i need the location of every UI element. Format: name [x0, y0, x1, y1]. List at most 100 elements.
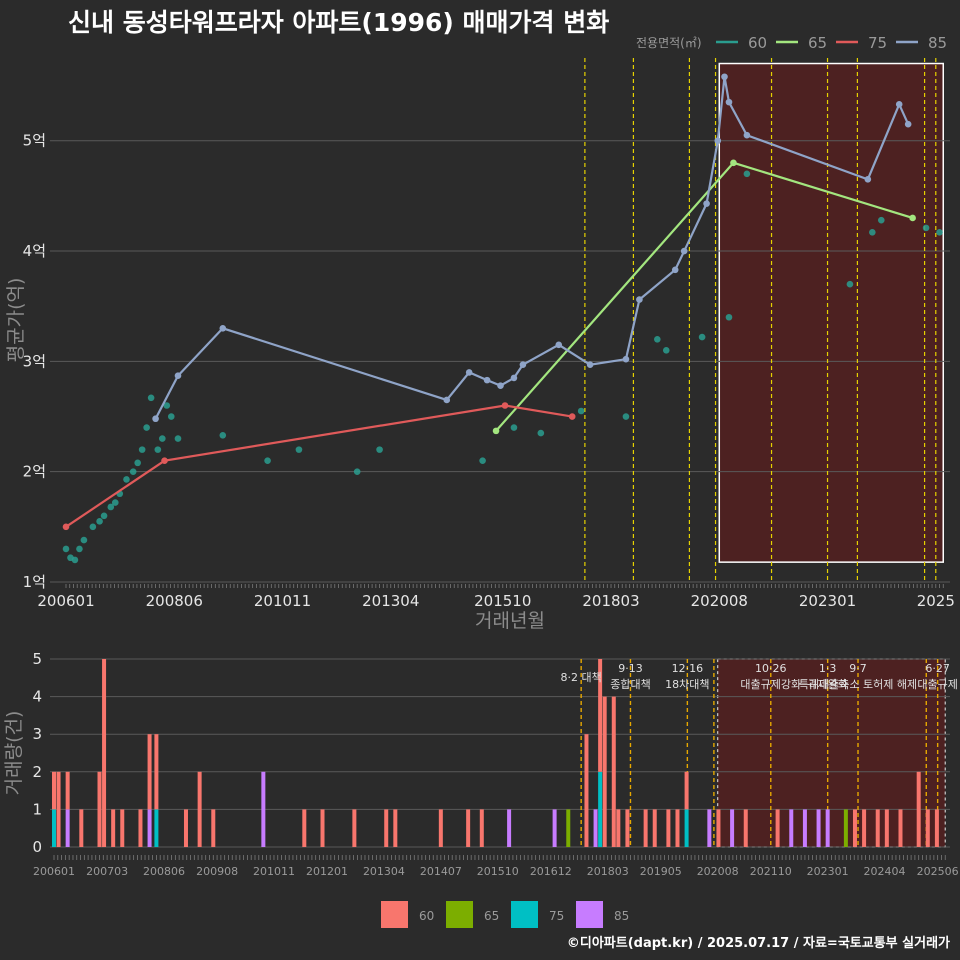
policy-annotation: 규제완화	[807, 678, 847, 691]
x-tick-label: 200601	[37, 592, 94, 610]
source-credit: ©디아파트(dapt.kr) / 2025.07.17 / 자료=국토교통부 실…	[567, 935, 950, 951]
volume-panel: 0 1 2 3 4 5 200601 200703 200806 200908 201011 2012…	[32, 650, 958, 878]
volume-bar-60	[320, 809, 325, 847]
volume-bar-75	[598, 771, 603, 847]
volume-bar-60	[611, 696, 616, 847]
volume-bar-85	[261, 771, 266, 847]
volume-x-tick-label: 202110	[750, 865, 792, 878]
point-area-60	[376, 446, 383, 453]
volume-x-tick-label: 201510	[477, 865, 519, 878]
volume-y-tick-label: 3	[32, 725, 42, 743]
legend-label-60: 60	[748, 34, 767, 52]
chart-title: 신내 동성타워프라자 아파트(1996) 매매가격 변화	[68, 8, 609, 37]
point-area-60	[111, 499, 119, 506]
volume-x-tick-label: 202404	[864, 865, 906, 878]
y-tick-label: 4억	[23, 242, 46, 260]
policy-annotation: 특례대출축소 토허제 해제	[799, 677, 917, 691]
volume-bar-60	[384, 809, 389, 847]
point-area-85	[636, 296, 643, 303]
y-tick-label: 2억	[23, 463, 46, 481]
point-area-85	[864, 176, 872, 183]
policy-annotation: 12·16	[672, 662, 704, 675]
point-area-60	[167, 413, 175, 420]
point-area-60	[577, 407, 585, 415]
policy-annotation: 1·3	[819, 662, 837, 675]
x-tick-label: 201803	[582, 592, 639, 610]
volume-bar-60	[466, 809, 471, 847]
y-tick-label: 3억	[23, 352, 46, 370]
volume-x-tick-label: 200703	[86, 865, 128, 878]
point-area-75	[568, 413, 576, 420]
volume-bar-60	[56, 771, 61, 847]
x-tick-label: 202301	[799, 592, 856, 610]
volume-bar-60	[197, 771, 202, 847]
point-area-85	[721, 73, 728, 81]
point-area-60	[147, 394, 155, 402]
volume-x-tick-label: 201803	[587, 865, 629, 878]
volume-x-tick-label: 200806	[143, 865, 185, 878]
point-area-60	[96, 518, 103, 525]
point-area-60	[80, 536, 88, 544]
point-area-60	[219, 431, 227, 439]
x-tick-label: 201304	[362, 592, 419, 610]
volume-x-tick-label: 202301	[807, 865, 849, 878]
volume-bar-60	[775, 809, 780, 847]
volume-bar-60	[925, 809, 930, 847]
volume-bar-65	[843, 809, 848, 847]
volume-bar-60	[716, 809, 721, 847]
policy-annotation: 18차대책	[665, 678, 709, 691]
x-tick-label: 2025	[917, 592, 955, 610]
policy-annotation: 8·2 대책	[561, 671, 602, 684]
volume-y-tick-label: 4	[32, 688, 42, 706]
volume-bar-60	[120, 809, 125, 847]
volume-bar-75	[154, 809, 159, 847]
point-area-60	[154, 446, 162, 453]
point-area-60	[76, 545, 83, 553]
volume-bar-60	[65, 771, 70, 810]
point-area-85	[671, 266, 679, 274]
volume-bar-85	[507, 809, 512, 847]
point-area-60	[877, 216, 885, 224]
point-area-85	[465, 369, 473, 376]
point-area-60	[100, 512, 108, 520]
point-area-60	[264, 457, 271, 464]
volume-bar-60	[743, 809, 748, 847]
x-axis-title: 거래년월	[475, 610, 545, 632]
point-area-85	[443, 396, 451, 404]
bottom-legend-swatch-65	[446, 901, 473, 928]
point-area-85	[622, 355, 630, 363]
volume-bar-85	[789, 809, 794, 847]
point-area-60	[62, 545, 70, 553]
volume-bar-60	[479, 809, 484, 847]
price-panel: 1억 2억 3억 4억 5억 200601 200806 201011 201304 201510…	[23, 58, 955, 610]
volume-bar-60	[52, 771, 56, 810]
volume-bar-60	[602, 696, 607, 847]
point-area-65	[730, 159, 737, 167]
point-area-85	[497, 382, 504, 389]
point-area-85	[743, 131, 751, 139]
x-tick-label: 200806	[146, 592, 203, 610]
volume-bar-60	[102, 659, 107, 847]
bottom-legend-swatch-85	[576, 901, 603, 928]
volume-bar-85	[707, 809, 712, 847]
point-area-60	[922, 224, 930, 232]
point-area-85	[586, 361, 594, 368]
point-area-60	[725, 313, 733, 321]
y-axis-title: 평균가(억)	[5, 278, 27, 363]
volume-x-tick-label: 201201	[306, 865, 348, 878]
volume-y-tick-label: 0	[32, 838, 42, 856]
volume-bar-85	[802, 809, 807, 847]
volume-bar-60	[898, 809, 903, 847]
point-area-60	[936, 228, 943, 236]
volume-y-axis-title: 거래량(건)	[3, 711, 25, 796]
point-area-85	[725, 98, 733, 106]
x-tick-label: 202008	[691, 592, 748, 610]
point-area-60	[89, 523, 97, 531]
volume-bar-60	[852, 809, 857, 847]
point-area-75	[161, 457, 168, 464]
point-area-65	[492, 427, 500, 435]
volume-x-tick-label: 202008	[697, 865, 739, 878]
volume-bar-60	[584, 734, 589, 847]
